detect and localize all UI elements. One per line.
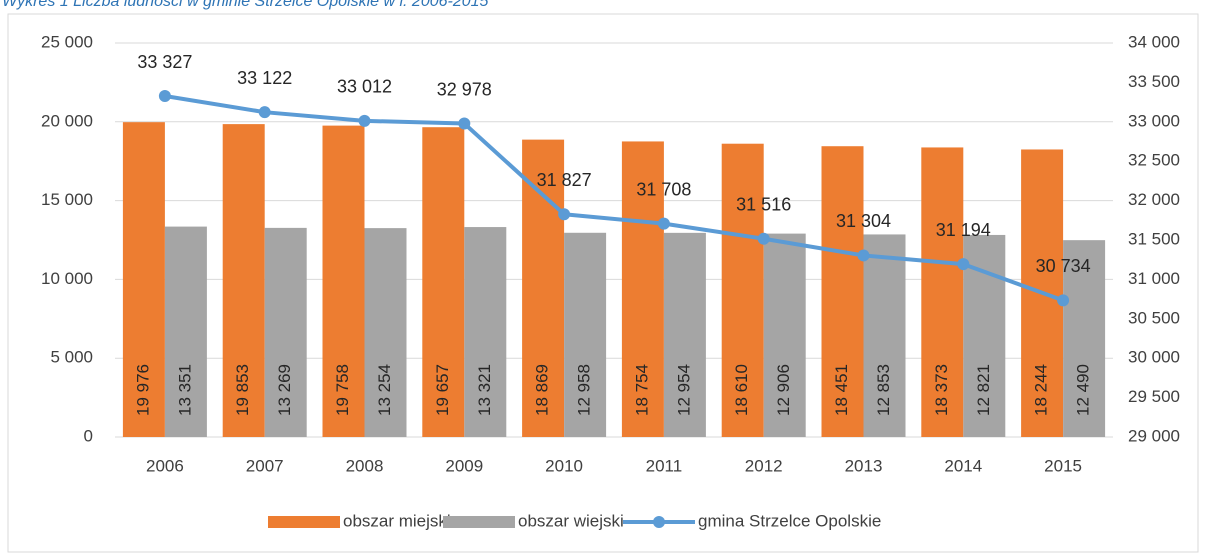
chart-title: Wykres 1 Liczba ludności w gminie Strzel… [2, 0, 489, 10]
x-tick-label: 2010 [545, 456, 583, 475]
legend-label: obszar wiejski [518, 511, 624, 530]
bar-value-label: 13 269 [275, 364, 294, 416]
bar [763, 233, 806, 437]
line-marker [857, 249, 870, 262]
bar [464, 227, 507, 437]
bar [264, 227, 307, 437]
bar [564, 232, 607, 437]
bar-value-label: 18 869 [533, 364, 552, 416]
bar-value-label: 12 958 [575, 364, 594, 416]
y-tick-label: 25 000 [41, 32, 93, 51]
bar [1063, 240, 1106, 437]
x-tick-label: 2009 [445, 456, 483, 475]
bar [621, 141, 664, 438]
line-value-label: 32 978 [437, 79, 492, 99]
bar-value-label: 12 954 [674, 364, 693, 416]
line-value-label: 33 012 [337, 77, 392, 97]
bar-value-label: 13 351 [175, 364, 194, 416]
bar [222, 124, 265, 437]
line-marker [558, 208, 571, 221]
line-value-label: 33 327 [137, 52, 192, 72]
y-tick-label: 20 000 [41, 111, 93, 130]
legend-marker [653, 516, 665, 528]
legend-swatch [268, 516, 340, 528]
y2-tick-label: 33 500 [1128, 72, 1180, 91]
y2-tick-label: 29 000 [1128, 426, 1180, 445]
line-marker [358, 114, 371, 127]
line-value-label: 31 304 [836, 211, 891, 231]
x-tick-label: 2015 [1044, 456, 1082, 475]
bar [422, 127, 465, 437]
bar [821, 146, 864, 438]
legend-swatch [443, 516, 515, 528]
legend-label: gmina Strzelce Opolskie [698, 511, 881, 530]
bar [164, 226, 207, 437]
bar-value-label: 18 610 [732, 364, 751, 416]
y2-tick-label: 31 000 [1128, 269, 1180, 288]
line-marker [158, 90, 171, 103]
y-tick-label: 0 [84, 426, 93, 445]
bar-value-label: 12 490 [1074, 364, 1093, 416]
bar [721, 143, 764, 437]
bar-value-label: 13 254 [375, 364, 394, 416]
y2-tick-label: 34 000 [1128, 32, 1180, 51]
bar [322, 125, 365, 437]
bar-value-label: 12 821 [974, 364, 993, 416]
bar-value-label: 18 244 [1032, 364, 1051, 416]
bar-value-label: 18 373 [932, 364, 951, 416]
line-marker [458, 117, 471, 130]
line-marker [957, 258, 970, 271]
line-value-label: 31 194 [936, 220, 991, 240]
x-tick-label: 2014 [944, 456, 982, 475]
y2-tick-label: 32 000 [1128, 190, 1180, 209]
x-tick-label: 2012 [745, 456, 783, 475]
y2-tick-label: 30 500 [1128, 308, 1180, 327]
bar [364, 228, 407, 437]
bar-value-label: 18 451 [832, 364, 851, 416]
line [164, 94, 1064, 303]
y2-tick-label: 32 500 [1128, 151, 1180, 170]
x-tick-label: 2006 [146, 456, 184, 475]
line-value-label: 30 734 [1036, 256, 1091, 276]
y2-tick-label: 31 500 [1128, 229, 1180, 248]
line-marker [258, 106, 271, 119]
bar-value-label: 12 853 [874, 364, 893, 416]
line-value-label: 33 122 [237, 68, 292, 88]
legend-label: obszar miejski [343, 511, 451, 530]
bar [863, 234, 906, 437]
line-marker [1057, 294, 1070, 307]
bar [122, 122, 165, 438]
line-marker [657, 217, 670, 230]
line-value-label: 31 516 [736, 194, 791, 214]
bar [663, 232, 706, 437]
y-tick-label: 5 000 [50, 348, 93, 367]
y-tick-label: 10 000 [41, 269, 93, 288]
y2-tick-label: 33 000 [1128, 111, 1180, 130]
x-tick-label: 2008 [346, 456, 384, 475]
x-tick-label: 2007 [246, 456, 284, 475]
bar-value-label: 12 906 [774, 364, 793, 416]
bar-value-label: 19 758 [333, 364, 352, 416]
y-tick-label: 15 000 [41, 190, 93, 209]
bar [522, 139, 565, 437]
line-marker [757, 232, 770, 245]
y2-tick-label: 30 000 [1128, 348, 1180, 367]
x-tick-label: 2011 [646, 456, 683, 475]
x-tick-label: 2013 [845, 456, 883, 475]
bar-value-label: 18 754 [632, 364, 651, 416]
bar [921, 147, 964, 437]
bar-value-label: 13 321 [475, 364, 494, 416]
y2-tick-label: 29 500 [1128, 387, 1180, 406]
bar-value-label: 19 853 [233, 364, 252, 416]
bar-value-label: 19 657 [433, 364, 452, 416]
line-value-label: 31 827 [537, 170, 592, 190]
bar-value-label: 19 976 [133, 364, 152, 416]
line-value-label: 31 708 [636, 179, 691, 199]
